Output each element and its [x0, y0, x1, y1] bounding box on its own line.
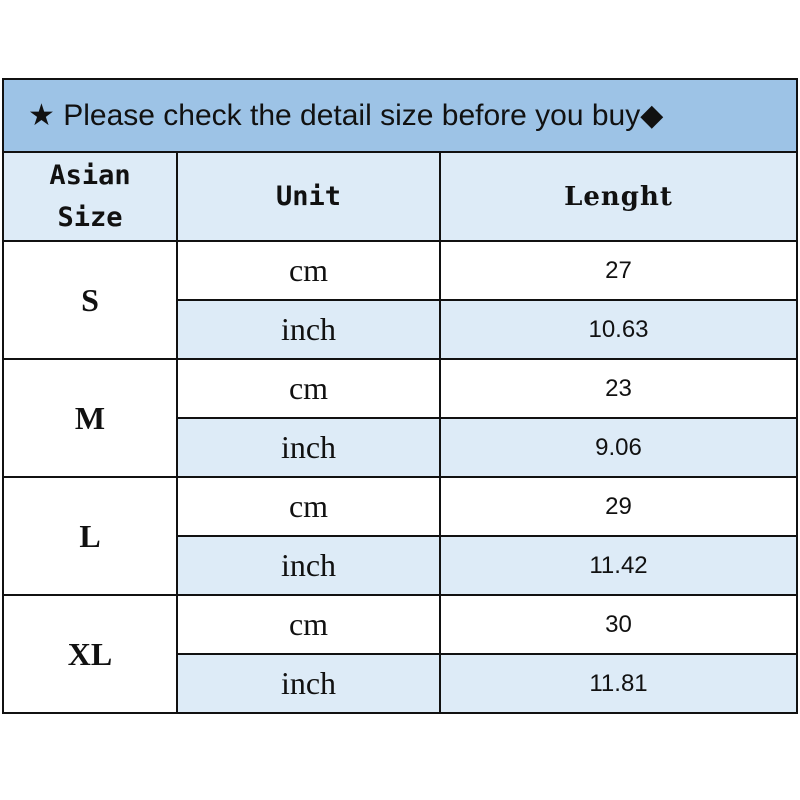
unit-cell: inch: [176, 653, 441, 714]
length-cell: 11.42: [439, 535, 798, 596]
size-chart-table: ★ Please check the detail size before yo…: [2, 78, 798, 714]
unit-cell: inch: [176, 299, 441, 360]
table-row: M cm 23: [2, 358, 798, 478]
unit-cell: inch: [176, 417, 441, 478]
length-cell: 10.63: [439, 299, 798, 360]
table-row: XL cm 30: [2, 594, 798, 714]
length-cell: 23: [439, 358, 798, 419]
table-row: inch 10.63: [3, 299, 798, 360]
table-row: inch 9.06: [3, 417, 798, 478]
length-cell: 27: [439, 240, 798, 301]
length-cell: 29: [439, 476, 798, 537]
length-cell: 30: [439, 594, 798, 655]
unit-cell: cm: [176, 358, 441, 419]
size-cell: S: [2, 240, 178, 360]
header-asian-size: Asian Size: [2, 151, 178, 242]
size-cell: L: [2, 476, 178, 596]
header-unit: Unit: [176, 151, 441, 242]
table-row: L cm 29: [2, 476, 798, 596]
length-cell: 11.81: [439, 653, 798, 714]
unit-cell: cm: [176, 240, 441, 301]
unit-cell: cm: [176, 594, 441, 655]
table-title: ★ Please check the detail size before yo…: [2, 78, 798, 153]
length-cell: 9.06: [439, 417, 798, 478]
header-length: Lenght: [439, 151, 798, 242]
table-row: inch 11.81: [3, 653, 798, 714]
unit-cell: cm: [176, 476, 441, 537]
size-cell: M: [2, 358, 178, 478]
size-cell: XL: [2, 594, 178, 714]
table-row: inch 11.42: [3, 535, 798, 596]
table-row: S cm 27: [2, 240, 798, 360]
unit-cell: inch: [176, 535, 441, 596]
